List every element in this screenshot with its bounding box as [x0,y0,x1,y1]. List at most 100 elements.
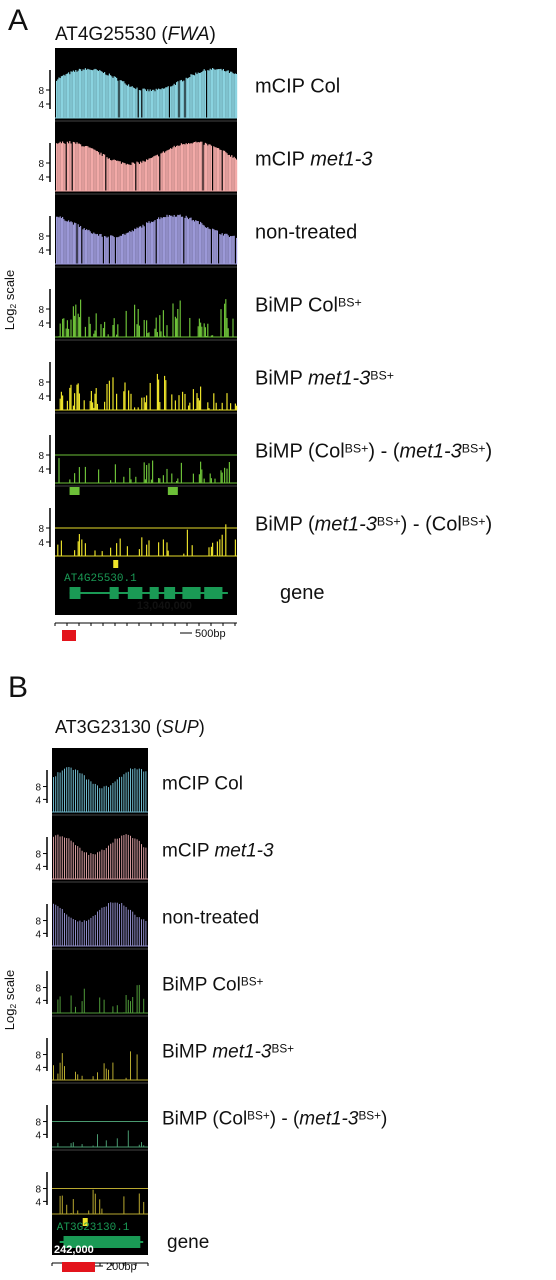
signal [105,785,107,812]
signal [168,149,170,191]
signal [183,553,185,556]
signal [132,996,134,1013]
signal [66,73,68,118]
text-segment: BS+ [345,441,369,455]
signal [208,70,210,118]
signal [213,68,215,118]
signal [228,72,230,118]
signal [125,906,127,946]
signal [172,85,174,118]
signal [59,141,61,191]
signal [196,220,198,264]
signal [174,400,176,410]
signal [177,309,179,337]
signal [101,236,103,264]
signal [94,550,96,556]
signal [188,219,190,264]
signal [135,89,137,118]
signal [71,71,73,118]
signal [138,226,140,264]
signal [143,847,145,879]
signal [57,544,59,556]
signal [61,770,63,812]
signal [146,320,148,337]
signal [191,143,193,191]
signal [210,478,212,483]
signal [90,69,92,118]
signal [94,149,96,191]
signal [78,68,80,118]
signal [107,75,109,118]
signal [55,835,57,879]
signal [92,402,94,410]
signal [177,214,179,264]
signal [116,902,118,946]
tick-label: 8 [35,984,41,995]
signal [66,1204,68,1214]
signal [70,71,72,118]
tick-label: 8 [38,378,44,389]
signal [159,219,161,264]
tick-label: 8 [35,917,41,928]
signal [86,852,87,879]
signal [230,156,232,191]
signal [129,467,131,483]
track-label: BiMP met1-3BS+ [162,1042,294,1063]
signal [77,224,79,264]
signal [80,299,82,337]
track-label: mCIP met1-3 [162,841,274,862]
signal [161,152,163,191]
signal [131,162,133,191]
signal [225,299,227,337]
signal [166,325,168,337]
signal [146,159,148,191]
signal [61,908,63,946]
signal [130,165,132,191]
signal [218,148,220,191]
signal [69,141,71,191]
signal [81,1001,83,1013]
text-segment: scale [2,970,17,1004]
signal [66,221,68,264]
signal [138,549,140,556]
signal [110,785,112,812]
signal [56,216,58,264]
signal [136,985,138,1013]
signal [110,235,112,264]
signal [156,89,158,118]
signal [94,783,96,812]
signal [231,155,233,191]
signal [112,235,114,264]
signal [140,90,142,118]
signal [129,86,131,118]
signal [116,543,118,556]
signal [195,220,197,264]
signal [186,529,188,556]
signal [134,482,136,483]
signal [220,234,222,264]
signal [130,393,132,410]
signal [95,69,97,118]
signal [78,226,80,264]
signal [63,143,65,191]
signal [100,71,102,118]
signal [94,854,96,879]
signal [83,988,85,1013]
signal [188,77,190,118]
signal [92,783,94,812]
signal [164,88,166,118]
signal [68,72,70,118]
signal [180,79,182,118]
signal [154,91,156,118]
signal [186,144,188,191]
signal [198,400,200,410]
signal [116,393,118,410]
gene-exon [182,587,201,599]
signal [84,326,86,337]
signal [226,393,228,410]
signal [148,221,150,264]
signal [74,71,76,118]
signal [216,69,218,118]
signal [201,326,203,337]
